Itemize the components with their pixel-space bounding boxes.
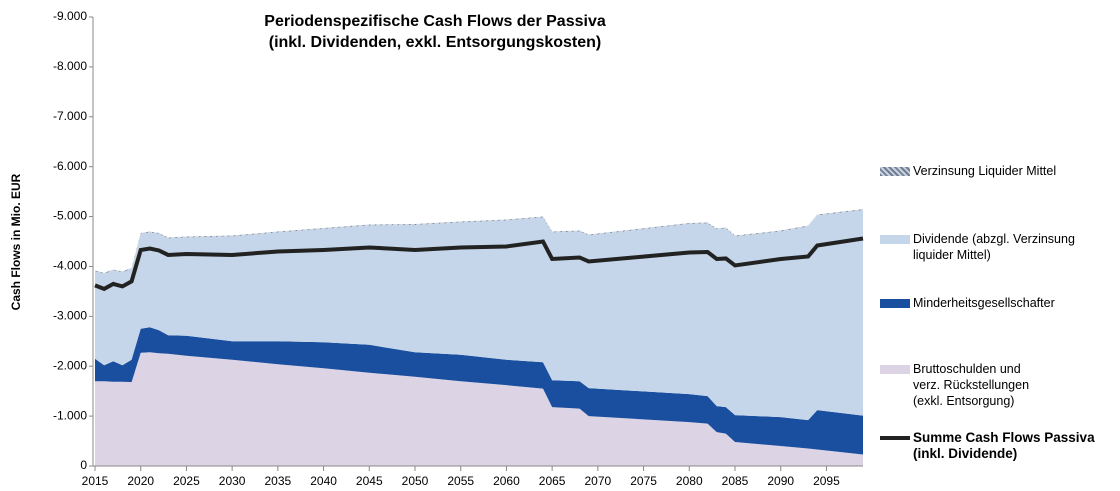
y-tick-label: -2.000 <box>53 358 87 372</box>
x-tick-label: 2035 <box>265 474 292 488</box>
y-axis-label: Cash Flows in Mio. EUR <box>9 173 23 310</box>
x-tick-label: 2040 <box>310 474 337 488</box>
legend-swatch <box>880 235 910 244</box>
y-tick-label: 0 <box>80 458 87 472</box>
legend-swatch <box>880 365 910 374</box>
legend-label: Dividende (abzgl. Verzinsung liquider Mi… <box>913 232 1075 262</box>
x-tick-label: 2075 <box>630 474 657 488</box>
y-tick-label: -9.000 <box>53 9 87 23</box>
x-tick-label: 2030 <box>219 474 246 488</box>
legend-swatch <box>880 167 910 176</box>
chart-subtitle: (inkl. Dividenden, exkl. Entsorgungskost… <box>269 34 602 51</box>
chart-title: Periodenspezifische Cash Flows der Passi… <box>264 13 606 30</box>
legend-swatch <box>880 299 910 308</box>
area <box>95 210 863 421</box>
x-tick-label: 2015 <box>82 474 109 488</box>
legend-label: Minderheitsgesellschafter <box>913 296 1055 310</box>
legend-item: Minderheitsgesellschafter <box>880 295 1113 311</box>
line <box>94 236 864 292</box>
x-tick-label: 2080 <box>676 474 703 488</box>
y-tick-label: -6.000 <box>53 159 87 173</box>
y-tick-label: -3.000 <box>53 309 87 323</box>
x-tick-label: 2065 <box>539 474 566 488</box>
y-tick-label: -4.000 <box>53 259 87 273</box>
x-tick-label: 2045 <box>356 474 383 488</box>
legend-label: Summe Cash Flows Passiva (inkl. Dividend… <box>913 430 1095 461</box>
x-tick-label: 2020 <box>127 474 154 488</box>
area <box>95 327 863 455</box>
legend-swatch <box>880 436 910 440</box>
y-tick-label: -7.000 <box>53 109 87 123</box>
y-tick-label: -5.000 <box>53 209 87 223</box>
area <box>95 209 863 274</box>
area <box>95 352 863 466</box>
legend-item: Verzinsung Liquider Mittel <box>880 163 1113 179</box>
y-tick-label: -1.000 <box>53 408 87 422</box>
x-tick-label: 2070 <box>585 474 612 488</box>
x-tick-label: 2085 <box>722 474 749 488</box>
legend-item: Summe Cash Flows Passiva (inkl. Dividend… <box>880 430 1118 462</box>
x-tick-label: 2055 <box>447 474 474 488</box>
x-tick-label: 2025 <box>173 474 200 488</box>
x-tick-label: 2050 <box>402 474 429 488</box>
x-tick-label: 2095 <box>813 474 840 488</box>
legend-item: Bruttoschulden und verz. Rückstellungen … <box>880 361 1038 409</box>
x-tick-label: 2060 <box>493 474 520 488</box>
x-tick-label: 2090 <box>767 474 794 488</box>
legend-item: Dividende (abzgl. Verzinsung liquider Mi… <box>880 231 1113 263</box>
legend-label: Verzinsung Liquider Mittel <box>913 164 1057 178</box>
y-tick-label: -8.000 <box>53 59 87 73</box>
legend-label: Bruttoschulden und verz. Rückstellungen … <box>913 362 1030 408</box>
